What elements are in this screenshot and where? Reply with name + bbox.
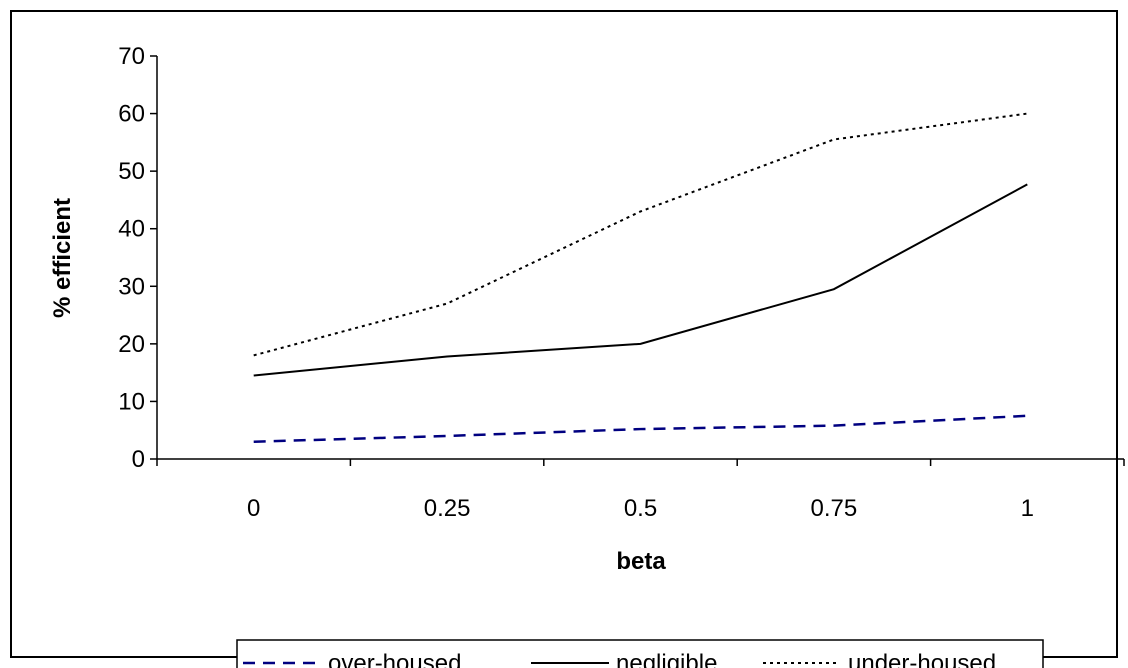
legend-label: under-housed bbox=[848, 650, 996, 668]
chart-border bbox=[10, 10, 1118, 658]
x-tick-label: 1 bbox=[1021, 495, 1034, 522]
y-axis-ticks: 0 10 20 30 40 50 60 70 bbox=[118, 43, 157, 473]
series-layer bbox=[253, 112, 1028, 443]
y-tick-label: 60 bbox=[118, 101, 145, 128]
y-tick-label: 50 bbox=[118, 158, 145, 185]
x-tick-label: 0 bbox=[247, 495, 260, 522]
x-tick-label: 0.75 bbox=[811, 495, 858, 522]
series-line-under-housed bbox=[253, 112, 1028, 357]
x-tick-label: 0.5 bbox=[624, 495, 657, 522]
y-axis-title: % efficient bbox=[49, 198, 76, 318]
y-tick-label: 70 bbox=[118, 43, 145, 70]
y-tick-label: 30 bbox=[118, 273, 145, 300]
y-tick-label: 40 bbox=[118, 216, 145, 243]
y-tick-label: 20 bbox=[118, 331, 145, 358]
x-axis-ticks: 0 0.25 0.5 0.75 1 bbox=[156, 459, 1125, 522]
y-tick-label: 0 bbox=[132, 446, 145, 473]
legend-label: negligible bbox=[616, 650, 717, 668]
y-tick-label: 10 bbox=[118, 388, 145, 415]
legend-box bbox=[236, 639, 1044, 668]
plot-area bbox=[156, 56, 1124, 460]
x-axis-title: beta bbox=[616, 548, 666, 575]
legend-label: over-housed bbox=[328, 650, 461, 668]
series-line-over-housed bbox=[253, 414, 1028, 443]
series-line-negligible bbox=[253, 183, 1028, 377]
x-tick-label: 0.25 bbox=[424, 495, 471, 522]
legend: over-housed negligible under-housed bbox=[236, 639, 1044, 668]
